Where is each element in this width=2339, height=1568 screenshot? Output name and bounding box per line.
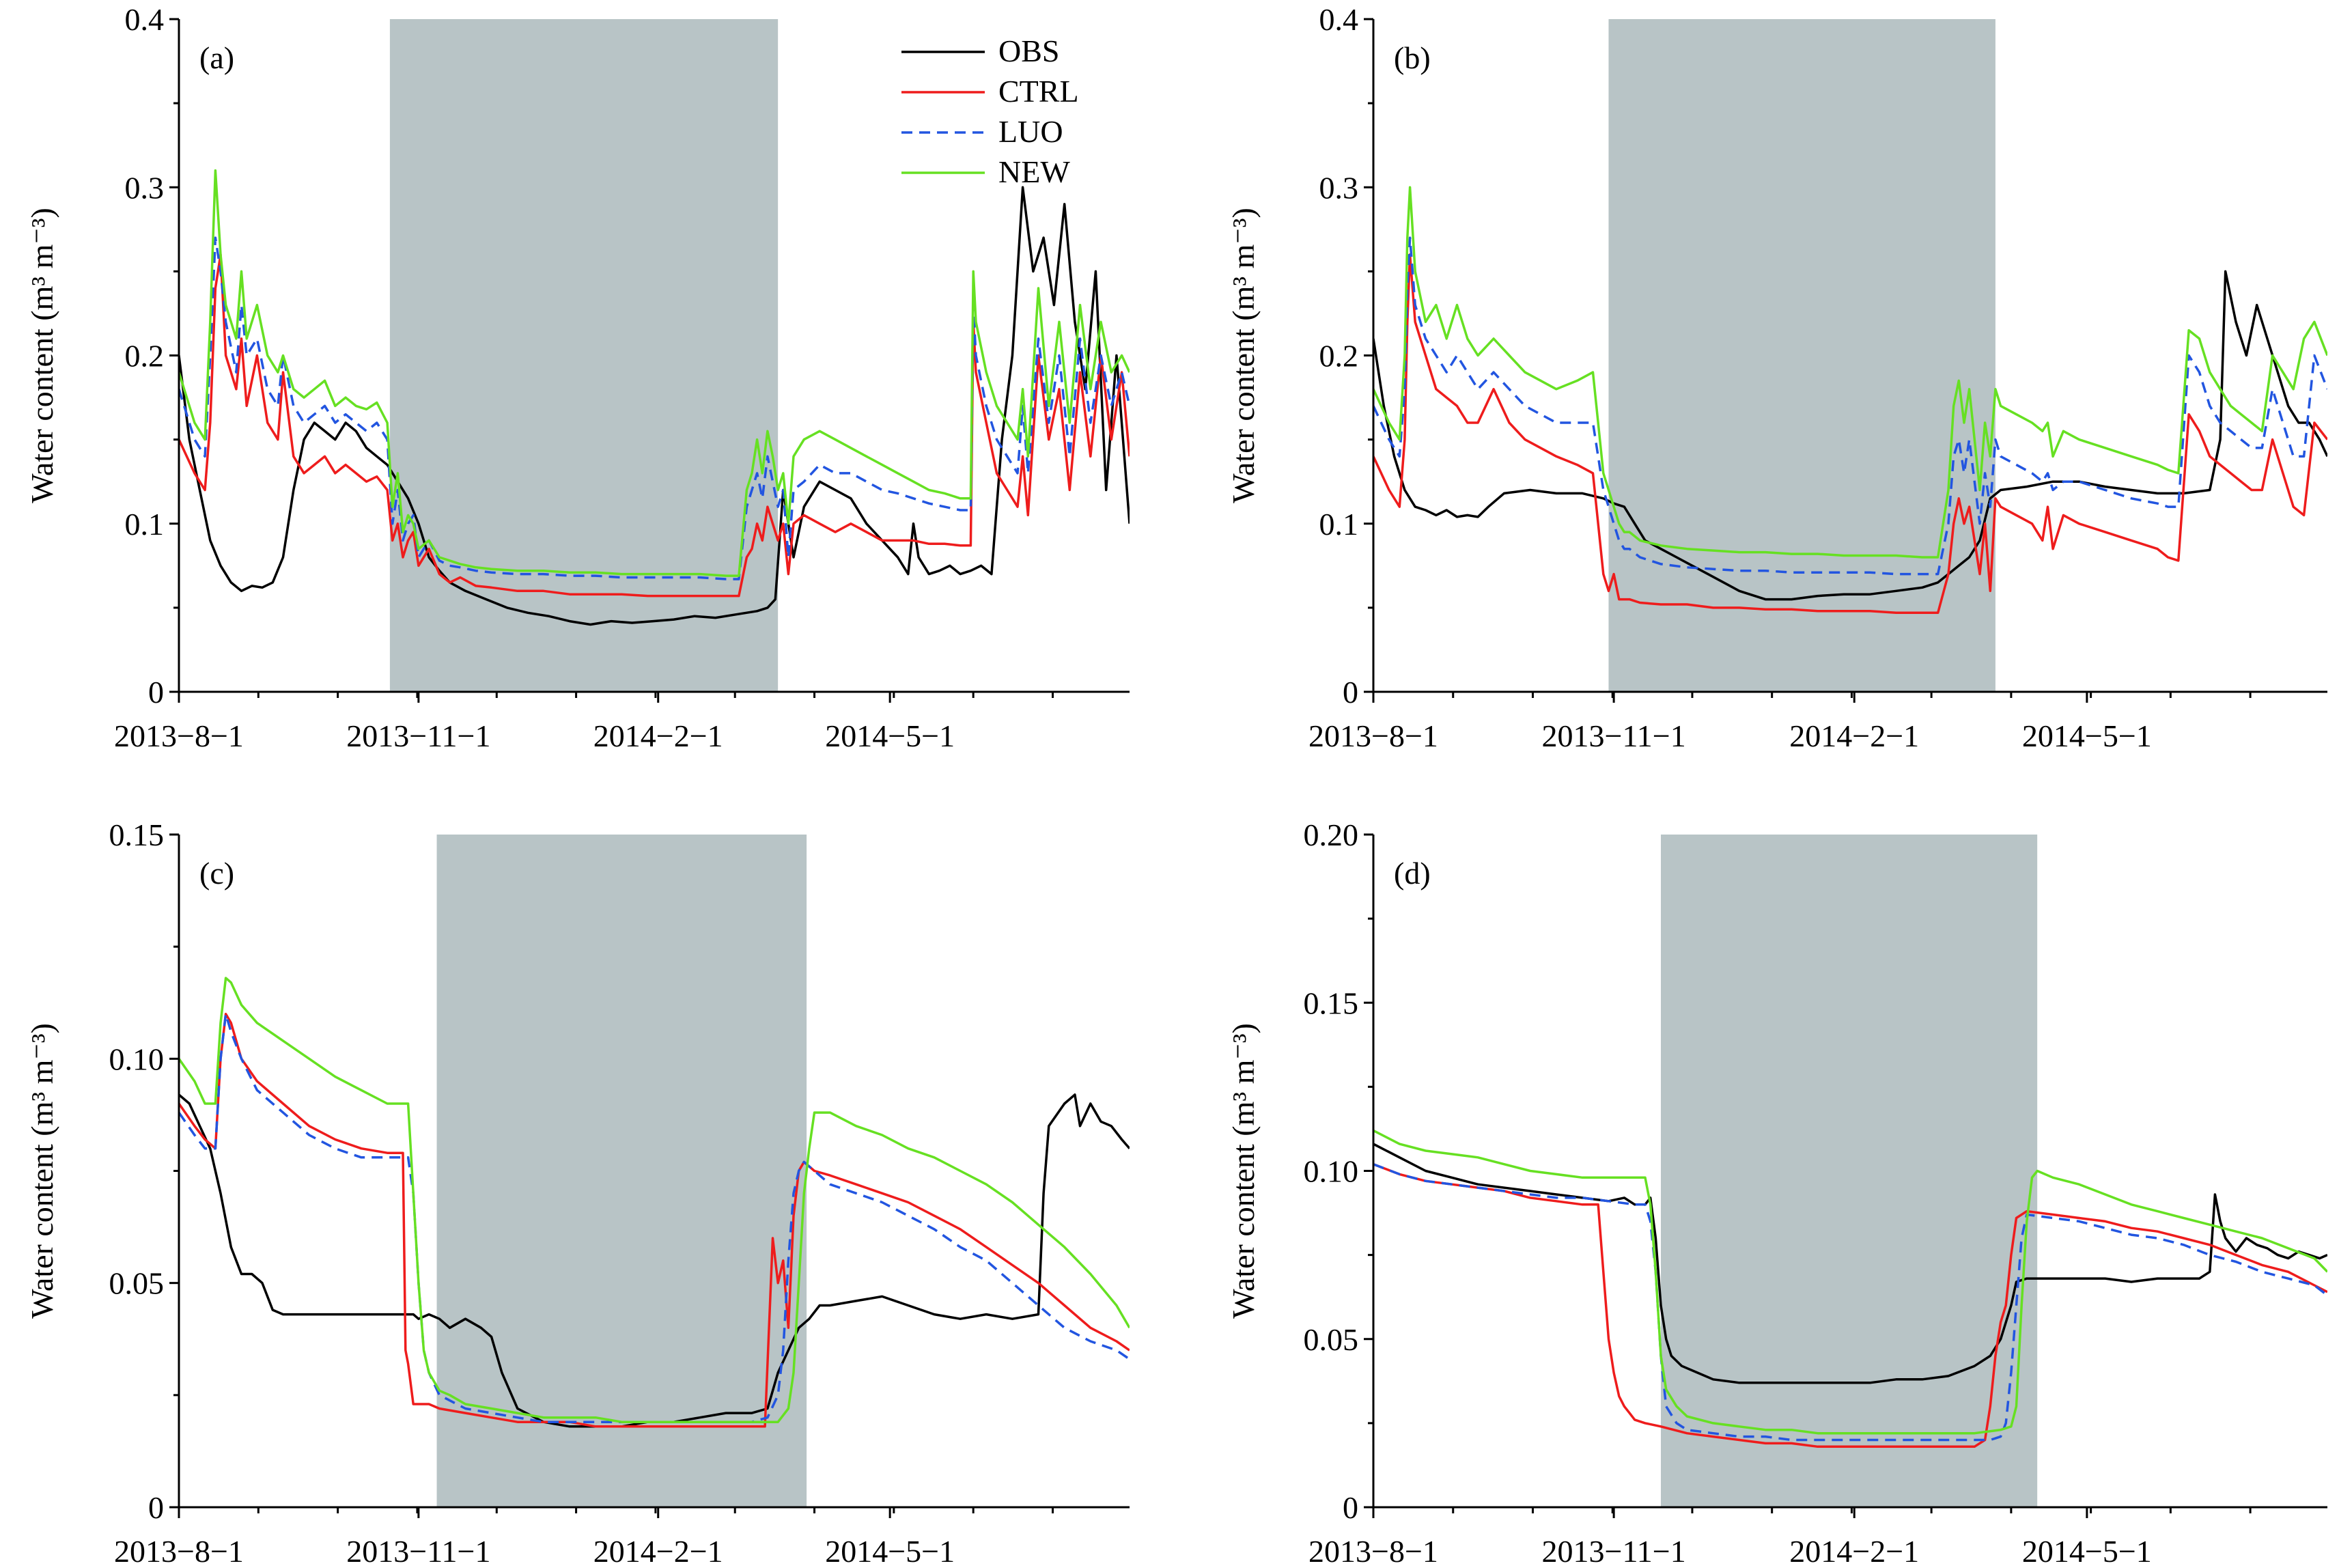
- x-tick-label: 2014−5−1: [825, 1534, 955, 1568]
- x-tick-label: 2013−11−1: [1542, 1534, 1686, 1568]
- y-axis-title: Water content (m³ m⁻³): [25, 208, 59, 503]
- series-line-luo: [179, 1012, 1130, 1423]
- y-tick-label: 0: [148, 1490, 164, 1525]
- x-tick-label: 2014−5−1: [825, 718, 955, 753]
- x-tick-label: 2013−11−1: [346, 1534, 490, 1568]
- frozen-period-shading: [436, 835, 807, 1507]
- y-tick-label: 0.3: [125, 170, 165, 205]
- series-line-luo: [179, 236, 1130, 580]
- panel-a: 0 0.1 0.2 0.3 0.4 2013−8−1 2013−11−1 2014−2−1 20…: [25, 2, 1130, 753]
- legend: OBS CTRL LUO NEW: [901, 33, 1079, 189]
- y-tick-label: 0: [1343, 675, 1358, 710]
- y-axis-title: Water content (m³ m⁻³): [1226, 208, 1261, 503]
- x-tick-label: 2013−11−1: [1542, 718, 1686, 753]
- y-tick-label: 0.2: [125, 339, 165, 374]
- panel-label: (c): [199, 856, 234, 891]
- x-tick-label: 2013−8−1: [114, 718, 244, 753]
- panel-c: 0 0.05 0.10 0.15 2013−8−1 2013−11−1 2014−2−1 20…: [25, 817, 1130, 1568]
- y-tick-label: 0.05: [1304, 1322, 1359, 1357]
- x-tick-label: 2013−8−1: [1308, 718, 1438, 753]
- y-tick-label: 0.20: [1304, 817, 1359, 852]
- y-tick-label: 0.3: [1319, 170, 1359, 205]
- y-tick-label: 0.15: [1304, 985, 1359, 1020]
- y-tick-label: 0.05: [109, 1266, 165, 1301]
- panel-b: 0 0.1 0.2 0.3 0.4 2013−8−1 2013−11−1 2014−2−1 20…: [1226, 2, 2327, 753]
- series-line-new: [1373, 1129, 2327, 1435]
- series-line-new: [179, 169, 1130, 577]
- series-line-obs: [179, 186, 1130, 626]
- x-tick-label: 2013−8−1: [1308, 1534, 1438, 1568]
- legend-label-new: NEW: [998, 154, 1070, 189]
- frozen-period-shading: [1661, 835, 2038, 1507]
- x-tick-label: 2013−8−1: [114, 1534, 244, 1568]
- y-tick-label: 0.2: [1319, 339, 1359, 374]
- panel-label: (b): [1394, 40, 1431, 75]
- y-tick-label: 0: [1343, 1490, 1358, 1525]
- y-tick-label: 0.1: [1319, 507, 1359, 542]
- series-line-ctrl: [1373, 1163, 2327, 1448]
- series-line-luo: [1373, 236, 2327, 576]
- series-line-new: [179, 977, 1130, 1423]
- y-tick-label: 0.10: [1304, 1154, 1359, 1189]
- x-tick-label: 2014−2−1: [1789, 1534, 1919, 1568]
- legend-label-luo: LUO: [998, 114, 1063, 149]
- legend-label-obs: OBS: [998, 33, 1059, 68]
- x-tick-label: 2013−11−1: [346, 718, 490, 753]
- y-tick-label: 0.4: [125, 2, 165, 37]
- frozen-period-shading: [1608, 19, 1995, 692]
- series-line-ctrl: [1373, 253, 2327, 615]
- x-tick-label: 2014−5−1: [2022, 1534, 2152, 1568]
- y-tick-label: 0.15: [109, 817, 165, 852]
- series-line-obs: [1373, 1143, 2327, 1384]
- series-line-obs: [1373, 270, 2327, 601]
- series-line-luo: [1373, 1163, 2327, 1442]
- x-tick-label: 2014−2−1: [593, 718, 723, 753]
- panel-d: 0 0.05 0.10 0.15 0.20 2013−8−1 2013−11−1 2014−2…: [1226, 817, 2327, 1568]
- y-tick-label: 0.4: [1319, 2, 1359, 37]
- y-axis-title: Water content (m³ m⁻³): [1226, 1023, 1261, 1319]
- panel-label: (a): [199, 40, 234, 75]
- series-line-new: [1373, 186, 2327, 559]
- y-tick-label: 0.10: [109, 1041, 165, 1076]
- x-tick-label: 2014−5−1: [2022, 718, 2152, 753]
- x-tick-label: 2014−2−1: [593, 1534, 723, 1568]
- y-tick-label: 0.1: [125, 507, 165, 542]
- series-line-ctrl: [179, 253, 1130, 598]
- series-line-ctrl: [179, 1012, 1130, 1428]
- x-tick-label: 2014−2−1: [1789, 718, 1919, 753]
- legend-label-ctrl: CTRL: [998, 74, 1079, 109]
- series-line-obs: [179, 1093, 1130, 1428]
- panel-label: (d): [1394, 856, 1431, 891]
- frozen-period-shading: [389, 19, 779, 692]
- y-tick-label: 0: [148, 675, 164, 710]
- y-axis-title: Water content (m³ m⁻³): [25, 1023, 59, 1319]
